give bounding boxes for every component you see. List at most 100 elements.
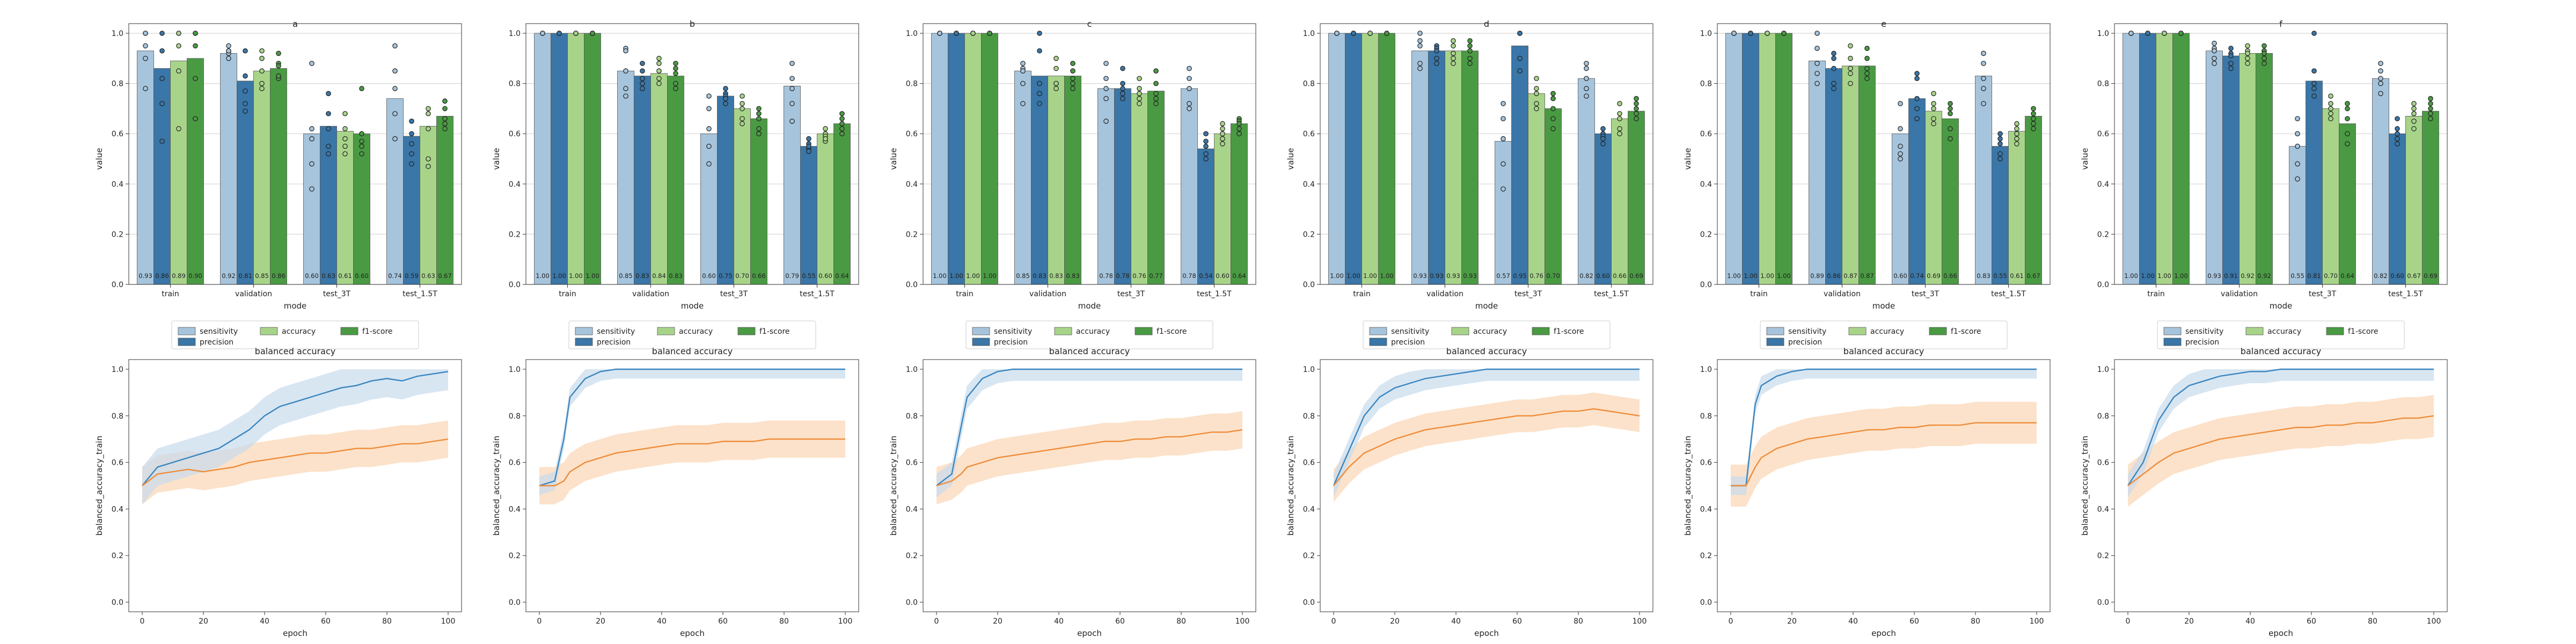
bar-value-label: 1.00	[1380, 272, 1394, 280]
bar-f1-score	[1378, 33, 1395, 285]
bar-precision	[800, 146, 817, 285]
data-point	[640, 80, 645, 86]
data-point	[789, 86, 795, 91]
bar-f1-score	[353, 133, 370, 285]
bar-accuracy	[336, 131, 354, 285]
data-point	[1584, 76, 1589, 82]
data-point	[839, 131, 845, 136]
data-point	[1070, 86, 1075, 91]
data-point	[1748, 31, 1753, 36]
bar-value-label: 0.75	[719, 272, 733, 280]
bar-value-label: 0.83	[635, 272, 649, 280]
data-point	[1120, 96, 1125, 101]
data-point	[839, 111, 845, 116]
data-point	[2212, 56, 2217, 61]
y-axis-label: value	[94, 148, 104, 170]
bar-accuracy	[1528, 93, 1545, 285]
data-point	[342, 151, 348, 157]
confidence-band	[1731, 369, 2037, 495]
data-point	[2378, 91, 2383, 97]
data-point	[1814, 71, 1820, 76]
bar-value-label: 0.55	[802, 272, 816, 280]
x-tick-label: 100	[441, 617, 456, 626]
plot-frame	[1717, 23, 2051, 285]
data-point	[1187, 76, 1192, 82]
data-point	[640, 68, 645, 74]
plot-frame	[128, 359, 462, 612]
data-point	[1534, 76, 1539, 82]
bar-precision	[717, 96, 734, 285]
x-tick-label: 100	[2427, 617, 2441, 626]
data-point	[226, 56, 231, 61]
x-axis-label: epoch	[2268, 628, 2293, 638]
data-point	[1501, 101, 1506, 106]
y-axis-label: balanced_accuracy_train	[889, 436, 899, 536]
data-point	[1814, 80, 1820, 86]
bar-accuracy	[1842, 65, 1859, 285]
data-point	[259, 80, 265, 86]
series-line	[1333, 408, 1640, 486]
legend-label-f1-score: f1-score	[1951, 327, 1981, 336]
data-point	[1981, 50, 1986, 56]
data-point	[1634, 106, 1639, 112]
data-point	[1384, 31, 1389, 36]
legend-label-precision: precision	[597, 338, 631, 347]
data-point	[954, 31, 959, 36]
bar-value-label: 0.63	[421, 272, 435, 280]
x-tick-label: test_3T	[1514, 290, 1542, 298]
data-point	[1634, 111, 1639, 116]
bar-value-label: 0.90	[188, 272, 202, 280]
y-tick-label: 1.0	[112, 30, 123, 38]
x-tick-label: 60	[1115, 617, 1125, 626]
data-point	[1070, 68, 1075, 74]
bar-value-label: 0.64	[1232, 272, 1246, 280]
data-point	[1814, 46, 1820, 51]
data-point	[243, 73, 248, 79]
data-point	[2128, 31, 2134, 36]
y-tick-label: 0.4	[906, 505, 918, 514]
data-point	[1517, 56, 1523, 61]
x-tick-label: train	[1353, 290, 1371, 298]
line-chart-b-curve: 0.0 0.2 0.4 0.6 0.8 1.0 0 20 40 60 80 100 balanced a…	[492, 346, 859, 638]
plot-frame	[2114, 359, 2448, 612]
bar-accuracy	[420, 126, 437, 285]
data-point	[2228, 65, 2234, 71]
data-point	[309, 136, 314, 142]
bar-precision	[1511, 46, 1528, 285]
bar-value-label: 0.82	[1579, 272, 1593, 280]
bar-f1-score	[1858, 65, 1876, 285]
data-point	[2014, 121, 2019, 127]
bar-accuracy	[1759, 33, 1776, 285]
data-point	[673, 86, 678, 91]
y-axis-label: balanced_accuracy_train	[1286, 436, 1296, 536]
bar-value-label: 0.76	[1529, 272, 1543, 280]
x-tick-label: 20	[2184, 617, 2194, 626]
legend-swatch-precision	[2163, 338, 2182, 346]
x-tick-label: train	[559, 290, 576, 298]
y-tick-label: 0.8	[1700, 412, 1712, 421]
data-point	[1153, 68, 1159, 74]
data-point	[1137, 101, 1142, 106]
legend-label-sensitivity: sensitivity	[597, 327, 635, 336]
data-point	[1931, 106, 1936, 112]
data-point	[1020, 68, 1026, 74]
chart-title: balanced accuracy	[652, 346, 733, 356]
data-point	[243, 108, 248, 114]
y-tick-label: 0.4	[1303, 505, 1315, 514]
y-tick-label: 0.4	[2097, 505, 2109, 514]
y-axis-label: value	[889, 148, 898, 170]
legend-label-accuracy: accuracy	[282, 327, 316, 336]
data-point	[1070, 80, 1075, 86]
data-point	[2295, 161, 2300, 167]
legend-swatch-f1-score	[1929, 327, 1947, 335]
x-tick-label: validation	[1029, 290, 1066, 298]
bar-value-label: 0.83	[1033, 272, 1046, 280]
data-point	[1037, 101, 1042, 106]
data-point	[359, 143, 364, 149]
plot-frame	[128, 23, 462, 285]
data-point	[409, 141, 414, 147]
data-point	[1948, 106, 1953, 112]
x-tick-label: 80	[1176, 617, 1186, 626]
legend-label-f1-score: f1-score	[2348, 327, 2379, 336]
data-point	[2245, 56, 2250, 61]
